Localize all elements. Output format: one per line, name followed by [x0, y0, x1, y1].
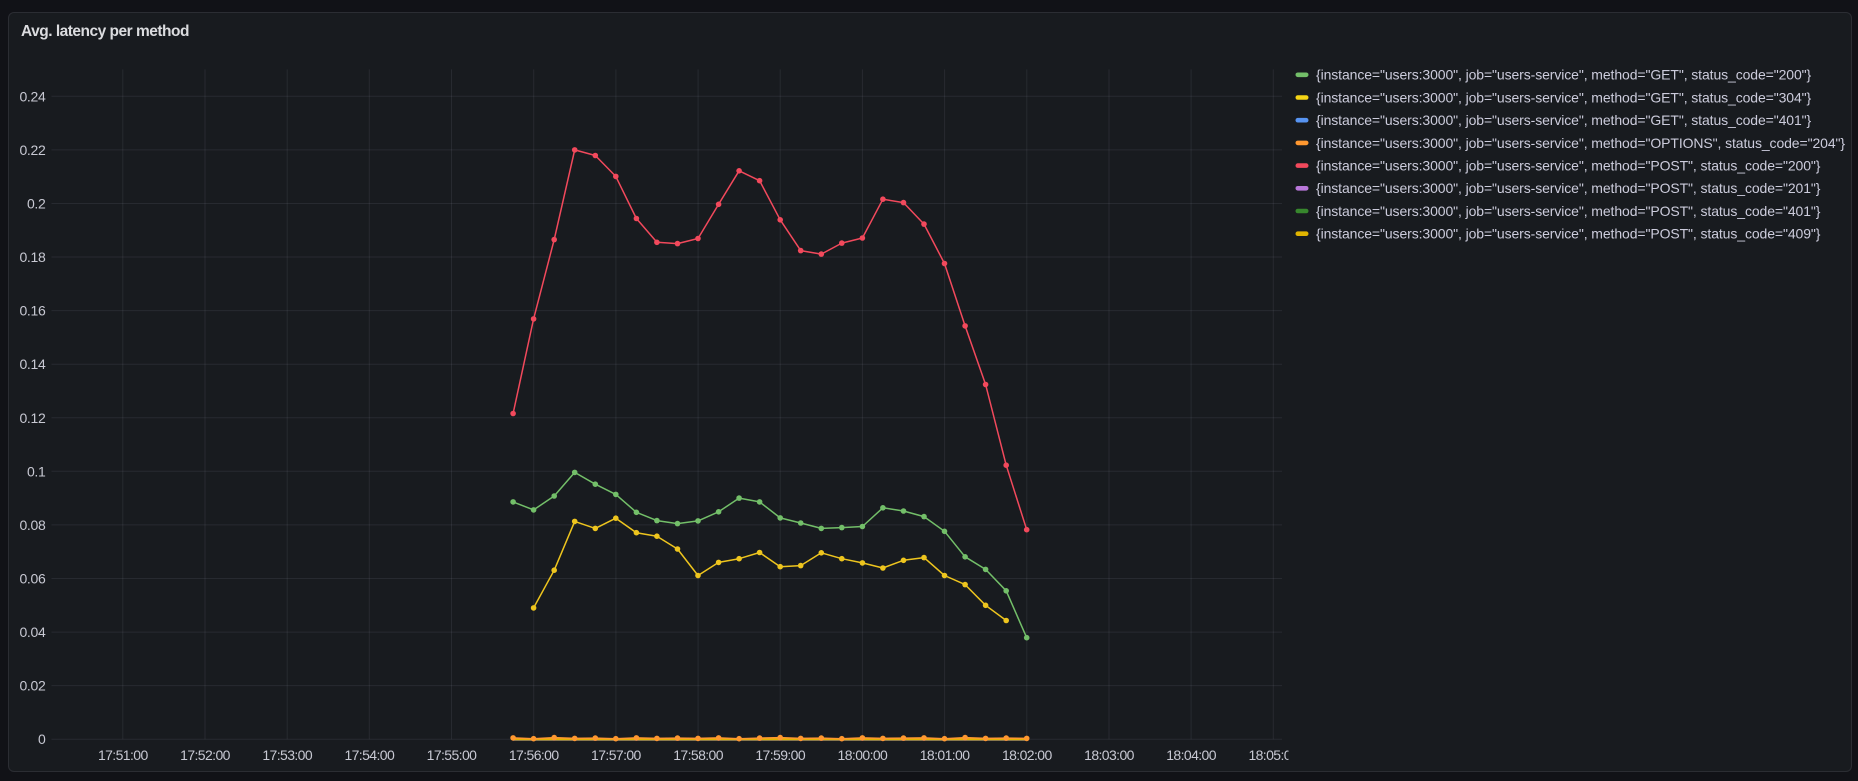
svg-text:18:05:00: 18:05:00 [1248, 747, 1299, 763]
svg-text:{instance="users:3000", job="u: {instance="users:3000", job="users-servi… [1316, 89, 1812, 105]
svg-text:17:58:00: 17:58:00 [673, 747, 724, 763]
svg-text:0.16: 0.16 [19, 303, 46, 319]
svg-text:18:02:00: 18:02:00 [1002, 747, 1053, 763]
svg-text:0.18: 0.18 [19, 249, 46, 265]
svg-text:{instance="users:3000", job="u: {instance="users:3000", job="users-servi… [1316, 203, 1821, 219]
svg-text:18:03:00: 18:03:00 [1084, 747, 1135, 763]
svg-text:0.04: 0.04 [19, 624, 46, 640]
svg-text:0.14: 0.14 [19, 356, 46, 372]
svg-text:{instance="users:3000", job="u: {instance="users:3000", job="users-servi… [1316, 112, 1812, 128]
svg-text:17:52:00: 17:52:00 [180, 747, 231, 763]
svg-text:{instance="users:3000", job="u: {instance="users:3000", job="users-servi… [1316, 226, 1821, 242]
svg-text:17:51:00: 17:51:00 [98, 747, 149, 763]
svg-text:0.02: 0.02 [19, 678, 46, 694]
svg-text:0.06: 0.06 [19, 571, 46, 587]
svg-text:{instance="users:3000", job="u: {instance="users:3000", job="users-servi… [1316, 158, 1821, 174]
svg-text:{instance="users:3000", job="u: {instance="users:3000", job="users-servi… [1316, 135, 1845, 151]
svg-text:0.22: 0.22 [19, 142, 46, 158]
svg-text:17:57:00: 17:57:00 [591, 747, 642, 763]
svg-text:17:54:00: 17:54:00 [344, 747, 395, 763]
svg-text:0: 0 [38, 731, 46, 747]
svg-text:0.24: 0.24 [19, 88, 46, 104]
svg-text:{instance="users:3000", job="u: {instance="users:3000", job="users-servi… [1316, 180, 1821, 196]
svg-text:18:04:00: 18:04:00 [1166, 747, 1217, 763]
svg-text:17:55:00: 17:55:00 [427, 747, 478, 763]
svg-text:0.1: 0.1 [27, 463, 46, 479]
svg-text:17:56:00: 17:56:00 [509, 747, 560, 763]
svg-text:18:01:00: 18:01:00 [920, 747, 971, 763]
svg-text:17:59:00: 17:59:00 [755, 747, 806, 763]
svg-text:{instance="users:3000", job="u: {instance="users:3000", job="users-servi… [1316, 67, 1812, 83]
svg-text:0.12: 0.12 [19, 410, 46, 426]
svg-text:18:00:00: 18:00:00 [838, 747, 889, 763]
svg-text:0.2: 0.2 [27, 196, 46, 212]
svg-text:0.08: 0.08 [19, 517, 46, 533]
svg-text:17:53:00: 17:53:00 [262, 747, 313, 763]
